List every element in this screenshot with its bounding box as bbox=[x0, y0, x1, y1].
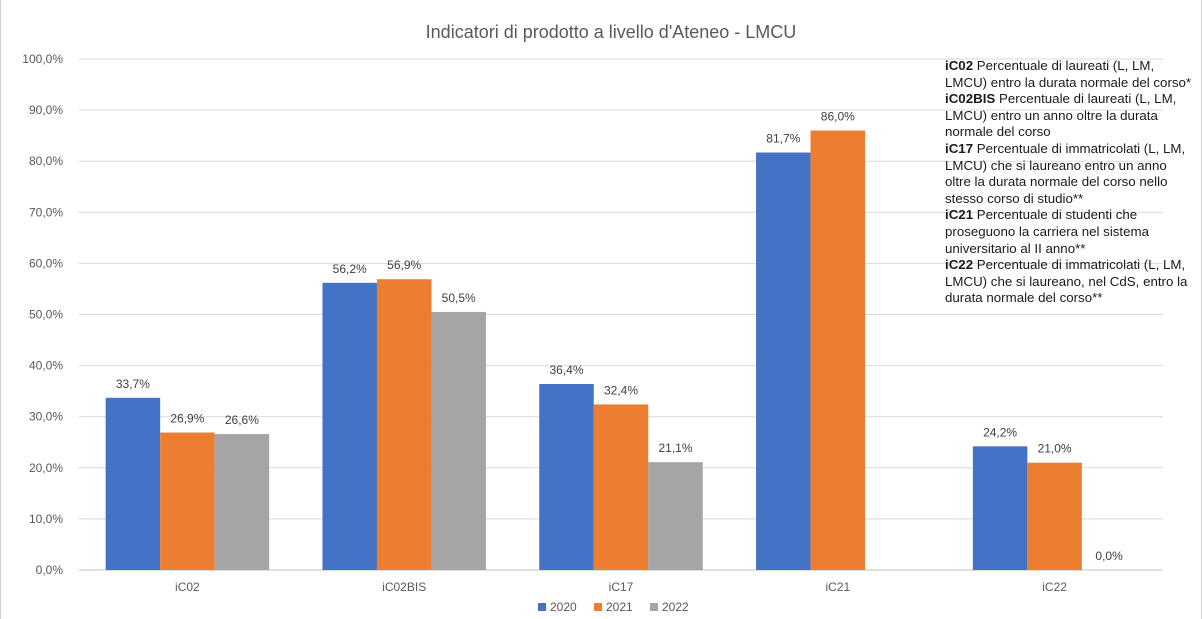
data-label: 21,1% bbox=[658, 441, 692, 455]
bar bbox=[810, 130, 866, 571]
y-tick-label: 0,0% bbox=[36, 563, 64, 577]
data-label: 21,0% bbox=[1038, 442, 1072, 456]
x-tick-label: iC22 bbox=[1042, 580, 1067, 594]
data-label: 56,9% bbox=[387, 258, 421, 272]
y-tick-label: 70,0% bbox=[29, 205, 63, 219]
legend: 2020 2021 2022 bbox=[538, 600, 689, 614]
note-text: Percentuale di laureati (L, LM, LMCU) en… bbox=[945, 91, 1177, 140]
legend-label: 2021 bbox=[606, 600, 633, 614]
data-label: 86,0% bbox=[821, 110, 855, 124]
note-code: iC22 bbox=[945, 257, 974, 273]
note-code: iC02BIS bbox=[945, 91, 996, 107]
bars bbox=[105, 130, 1082, 571]
x-tick-label: iC21 bbox=[825, 580, 850, 594]
note-text: Percentuale di laureati (L, LM, LMCU) en… bbox=[945, 58, 1192, 90]
y-tick-label: 60,0% bbox=[29, 256, 63, 270]
bar bbox=[322, 282, 377, 570]
bar bbox=[648, 462, 703, 570]
data-labels: 33,7% 26,9% 26,6% 56,2% 56,9% 50,5% 36,4% 32,4%… bbox=[116, 110, 1123, 563]
note-ic17: iC17 Percentuale di immatricolati (L, LM… bbox=[945, 141, 1195, 207]
bar bbox=[593, 404, 649, 570]
data-label: 36,4% bbox=[549, 363, 583, 377]
note-code: iC17 bbox=[945, 140, 974, 156]
y-tick-label: 90,0% bbox=[29, 103, 63, 117]
y-axis-ticks: 0,0% 10,0% 20,0% 30,0% 40,0% 50,0% 60,0% 70,0% 8… bbox=[22, 52, 63, 577]
data-label: 33,7% bbox=[116, 377, 150, 391]
data-label: 26,9% bbox=[170, 412, 204, 426]
indicator-notes: iC02 Percentuale di laureati (L, LM, LMC… bbox=[945, 58, 1195, 307]
data-label: 24,2% bbox=[983, 425, 1017, 439]
bar bbox=[376, 279, 432, 570]
note-code: iC02 bbox=[945, 58, 974, 73]
data-label: 81,7% bbox=[766, 132, 800, 146]
y-tick-label: 100,0% bbox=[22, 52, 63, 66]
y-tick-label: 40,0% bbox=[29, 359, 63, 373]
note-ic02bis: iC02BIS Percentuale di laureati (L, LM, … bbox=[945, 91, 1195, 141]
note-text: Percentuale di immatricolati (L, LM, LMC… bbox=[945, 257, 1188, 306]
bar bbox=[160, 432, 215, 570]
legend-label: 2022 bbox=[662, 600, 689, 614]
legend-swatch bbox=[594, 603, 602, 611]
data-label: 0,0% bbox=[1095, 549, 1123, 563]
bar bbox=[539, 383, 594, 570]
bar bbox=[431, 311, 486, 570]
bar bbox=[214, 434, 270, 570]
bar bbox=[972, 446, 1028, 570]
chart-title: Indicatori di prodotto a livello d'Atene… bbox=[426, 22, 797, 42]
note-ic22: iC22 Percentuale di immatricolati (L, LM… bbox=[945, 257, 1195, 307]
data-label: 50,5% bbox=[442, 291, 476, 305]
x-tick-label: iC02BIS bbox=[382, 580, 426, 594]
legend-swatch bbox=[538, 603, 546, 611]
note-ic21: iC21 Percentuale di studenti che prosegu… bbox=[945, 207, 1195, 257]
note-code: iC21 bbox=[945, 207, 974, 223]
bar bbox=[1027, 462, 1082, 570]
legend-swatch bbox=[650, 603, 658, 611]
note-text: Percentuale di studenti che proseguono l… bbox=[945, 207, 1149, 256]
note-ic02: iC02 Percentuale di laureati (L, LM, LMC… bbox=[945, 58, 1195, 91]
data-label: 56,2% bbox=[333, 262, 367, 276]
bar bbox=[756, 152, 811, 570]
x-tick-label: iC02 bbox=[175, 580, 200, 594]
x-tick-label: iC17 bbox=[609, 580, 634, 594]
data-label: 26,6% bbox=[225, 413, 259, 427]
y-tick-label: 20,0% bbox=[29, 461, 63, 475]
legend-label: 2020 bbox=[550, 600, 577, 614]
data-label: 32,4% bbox=[604, 383, 638, 397]
y-tick-label: 10,0% bbox=[29, 512, 63, 526]
y-tick-label: 50,0% bbox=[29, 308, 63, 322]
note-text: Percentuale di immatricolati (L, LM, LMC… bbox=[945, 140, 1186, 206]
y-tick-label: 30,0% bbox=[29, 410, 63, 424]
y-tick-label: 80,0% bbox=[29, 154, 63, 168]
x-axis-ticks: iC02 iC02BIS iC17 iC21 iC22 bbox=[175, 580, 1067, 594]
bar bbox=[105, 397, 161, 570]
